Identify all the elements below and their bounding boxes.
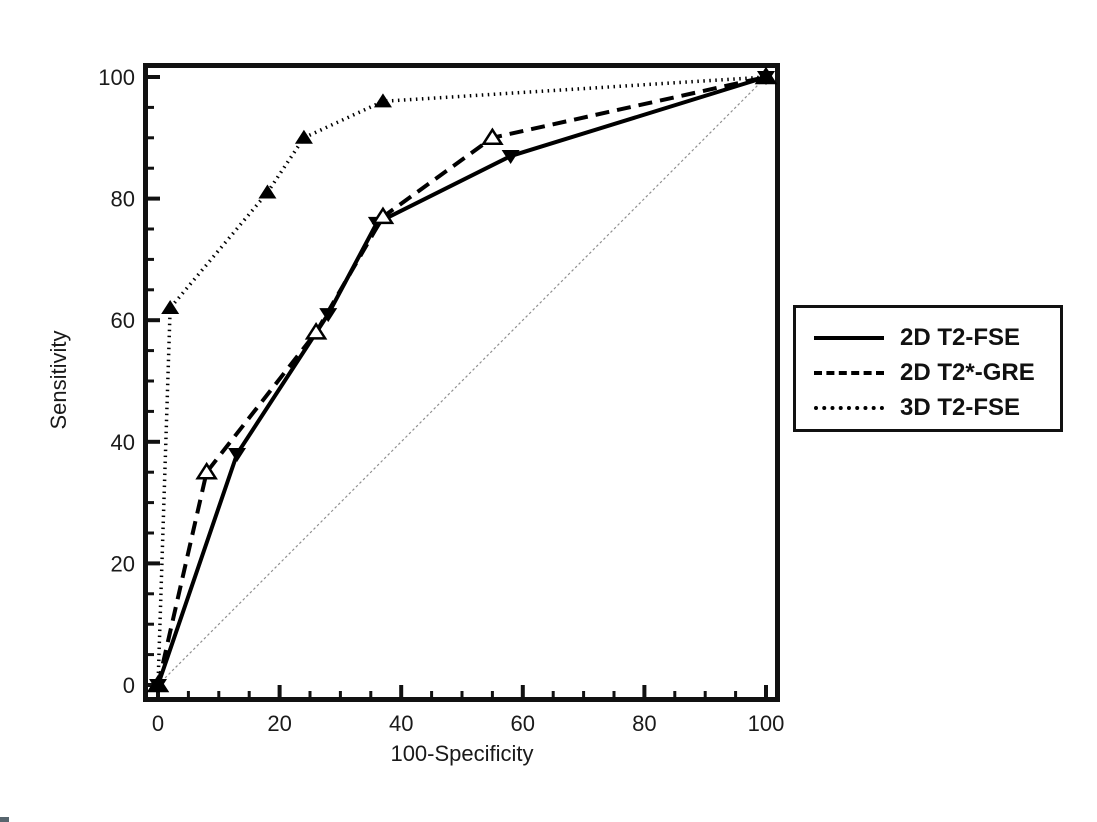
marker-filled-down-triangle-2d-t2-fse (319, 308, 338, 323)
legend-label: 2D T2*-GRE (900, 358, 1035, 386)
x-tick-label: 100 (748, 711, 785, 736)
marker-filled-up-triangle-3d-t2-fse (149, 677, 167, 691)
marker-open-up-triangle-2d-t2-gre (304, 322, 328, 340)
marker-filled-up-triangle-3d-t2-fse (294, 129, 313, 144)
marker-filled-down-triangle-2d-t2-fse (228, 447, 247, 462)
corner-artifact (0, 817, 9, 822)
legend-entry: 2D T2*-GRE (814, 355, 1060, 390)
y-axis-title: Sensitivity (46, 330, 71, 430)
y-tick-label: 80 (111, 187, 135, 212)
x-tick-label: 20 (267, 711, 291, 736)
marker-filled-up-triangle-3d-t2-fse (161, 300, 180, 315)
legend-solid-line-sample (814, 335, 884, 340)
legend-label: 3D T2-FSE (900, 393, 1021, 421)
y-tick-label: 60 (111, 308, 135, 333)
series-line-3d-t2-fse (156, 75, 767, 686)
x-tick-label: 40 (389, 711, 413, 736)
marker-open-up-triangle-2d-t2-gre (481, 127, 504, 146)
marker-open-up-triangle-2d-t2-gre (371, 206, 395, 225)
marker-open-up-triangle-2d-t2-gre (195, 461, 218, 480)
x-tick-label: 0 (152, 711, 164, 736)
marker-filled-up-triangle-3d-t2-fse (757, 69, 775, 83)
x-tick-label: 60 (511, 711, 535, 736)
marker-filled-up-triangle-3d-t2-fse (373, 93, 392, 108)
legend-entry: 2D T2-FSE (814, 320, 1060, 355)
legend-dashed-line-sample (814, 370, 884, 375)
marker-filled-down-triangle-2d-t2-fse (501, 150, 520, 165)
marker-filled-up-triangle-3d-t2-fse (258, 184, 277, 199)
x-axis-title: 100-Specificity (390, 741, 534, 766)
y-tick-label: 20 (111, 551, 135, 576)
legend: 2D T2-FSE 2D T2*-GRE 3D T2-FSE (793, 305, 1063, 432)
series-line-2d-t2-gre (156, 75, 767, 686)
reference-diagonal (157, 76, 767, 686)
legend-label: 2D T2-FSE (900, 323, 1021, 351)
y-tick-label: 40 (111, 430, 135, 455)
legend-dotted-line-sample (814, 405, 884, 410)
legend-entry: 3D T2-FSE (814, 390, 1060, 425)
y-tick-label: 100 (98, 65, 135, 90)
y-tick-label: 0 (123, 673, 135, 698)
plot-frame (143, 63, 780, 702)
x-tick-label: 80 (632, 711, 656, 736)
